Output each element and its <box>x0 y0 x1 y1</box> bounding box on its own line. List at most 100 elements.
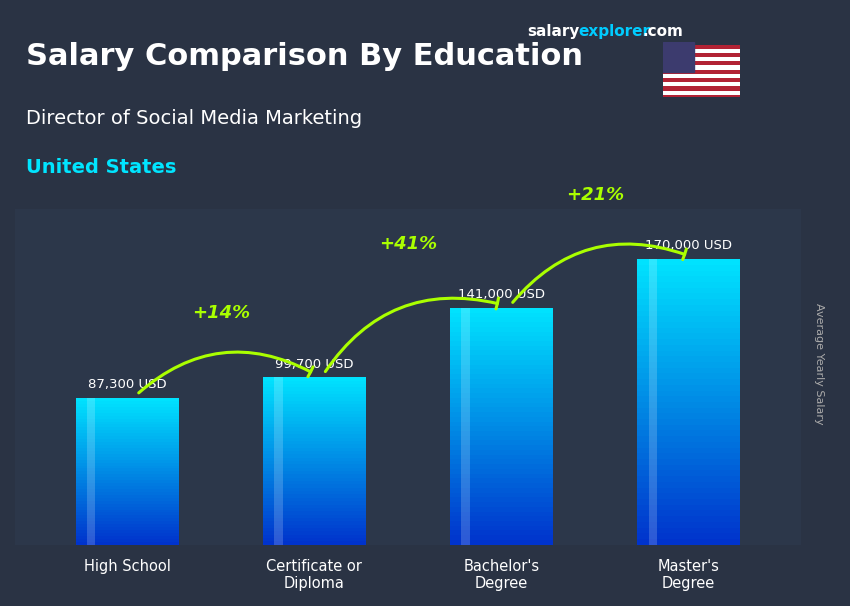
Bar <box>638 465 740 470</box>
Bar <box>263 394 366 398</box>
Bar <box>638 368 740 373</box>
Bar <box>450 483 553 488</box>
Bar <box>76 448 178 451</box>
Bar <box>263 508 366 511</box>
Bar <box>76 495 178 498</box>
Bar <box>663 91 740 95</box>
Bar <box>263 491 366 494</box>
Bar <box>450 516 553 521</box>
Bar <box>76 433 178 436</box>
Bar <box>638 482 740 488</box>
Text: Director of Social Media Marketing: Director of Social Media Marketing <box>26 109 361 128</box>
Bar <box>450 318 553 322</box>
Bar <box>76 539 178 542</box>
Text: +21%: +21% <box>566 187 624 204</box>
Bar <box>76 427 178 430</box>
Bar <box>450 474 553 478</box>
Bar <box>76 542 178 545</box>
Bar <box>450 530 553 535</box>
Bar <box>76 404 178 407</box>
Bar <box>263 381 366 384</box>
Bar <box>263 484 366 488</box>
Bar <box>638 362 740 368</box>
Bar <box>76 401 178 404</box>
Bar <box>263 514 366 518</box>
Bar <box>76 454 178 457</box>
Bar <box>76 462 178 465</box>
Bar <box>263 528 366 531</box>
Bar <box>263 448 366 451</box>
Bar <box>450 493 553 498</box>
Bar <box>663 57 740 61</box>
Bar <box>76 489 178 492</box>
Bar <box>263 541 366 545</box>
Bar <box>76 442 178 445</box>
Bar <box>638 436 740 442</box>
Bar <box>638 499 740 505</box>
Bar <box>450 498 553 502</box>
Text: Salary Comparison By Education: Salary Comparison By Education <box>26 42 582 72</box>
Bar <box>450 521 553 526</box>
Bar <box>263 461 366 464</box>
Bar <box>450 308 553 313</box>
Bar <box>263 478 366 481</box>
Bar <box>638 459 740 465</box>
Bar <box>263 434 366 438</box>
Bar <box>638 488 740 493</box>
Bar <box>663 74 740 78</box>
Bar <box>638 425 740 430</box>
Bar <box>76 501 178 504</box>
Bar <box>76 524 178 527</box>
Bar <box>76 483 178 486</box>
Bar <box>76 510 178 513</box>
Bar <box>450 417 553 422</box>
Bar <box>450 450 553 454</box>
Text: 170,000 USD: 170,000 USD <box>645 239 732 253</box>
Bar <box>663 82 740 87</box>
Bar <box>638 396 740 402</box>
Bar <box>638 265 740 270</box>
Bar <box>638 402 740 408</box>
Bar <box>263 398 366 401</box>
Bar <box>263 488 366 491</box>
Bar <box>450 478 553 483</box>
Text: .com: .com <box>643 24 683 39</box>
Bar <box>638 276 740 282</box>
Bar <box>663 87 740 91</box>
Bar <box>76 527 178 530</box>
Bar <box>638 333 740 339</box>
Bar <box>638 522 740 528</box>
Bar <box>663 95 740 99</box>
Bar <box>663 70 740 74</box>
Bar <box>263 427 366 431</box>
Bar <box>450 341 553 346</box>
Bar <box>450 350 553 355</box>
Bar <box>263 431 366 434</box>
Bar <box>450 313 553 318</box>
Text: salary: salary <box>527 24 580 39</box>
Bar <box>450 384 553 388</box>
Bar <box>76 457 178 460</box>
Bar <box>263 498 366 501</box>
Bar <box>263 377 366 381</box>
Bar <box>450 360 553 365</box>
Bar <box>263 424 366 427</box>
Bar <box>450 507 553 511</box>
Bar <box>263 441 366 444</box>
Bar <box>663 61 740 65</box>
Bar <box>663 42 694 72</box>
Bar <box>450 379 553 384</box>
Bar <box>638 408 740 413</box>
Text: 141,000 USD: 141,000 USD <box>458 288 545 301</box>
Bar <box>76 413 178 416</box>
Bar <box>638 442 740 448</box>
Bar <box>450 459 553 464</box>
Bar <box>263 474 366 478</box>
Bar <box>263 501 366 505</box>
Bar <box>638 282 740 288</box>
Bar <box>263 384 366 387</box>
Bar <box>76 486 178 489</box>
Bar <box>263 494 366 498</box>
Bar <box>263 438 366 441</box>
Bar <box>263 521 366 525</box>
